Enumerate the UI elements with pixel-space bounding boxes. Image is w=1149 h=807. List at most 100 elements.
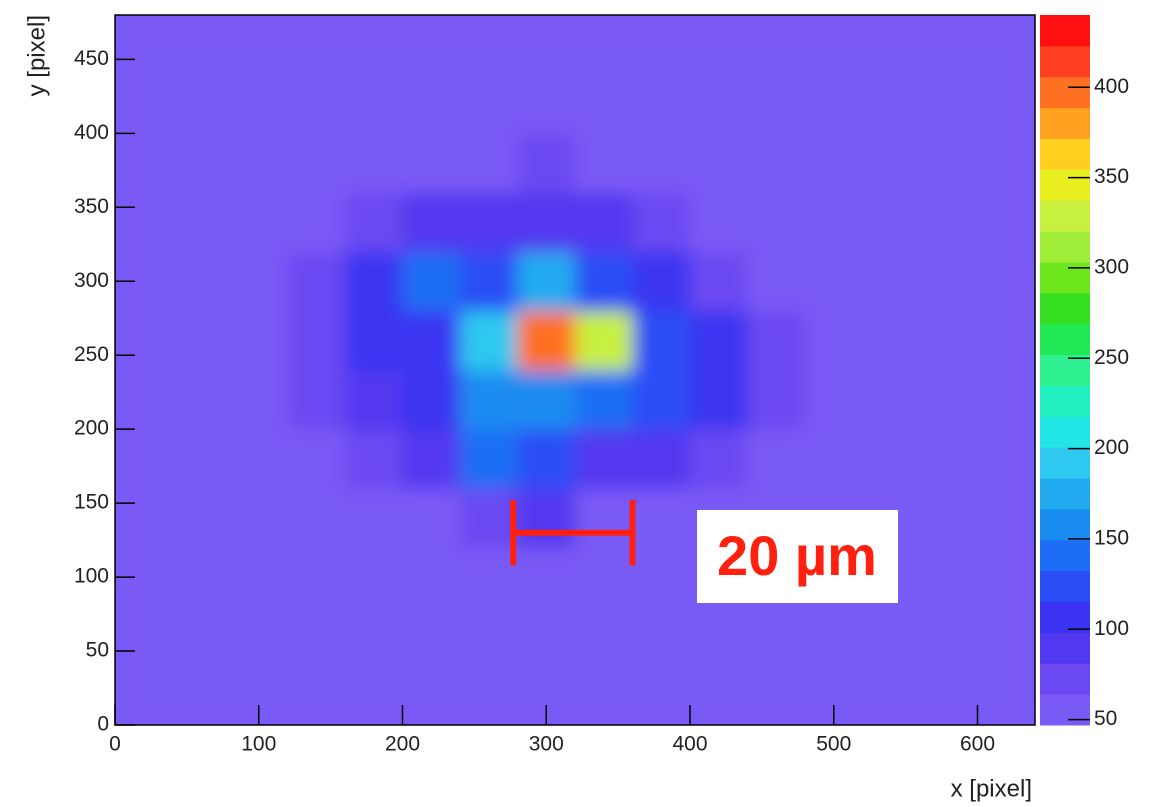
heat-cell-smooth — [862, 665, 921, 725]
heat-cell-smooth — [747, 310, 806, 371]
heat-cell-smooth — [517, 133, 576, 193]
heat-cell-smooth — [345, 192, 403, 253]
heat-cell-smooth — [517, 488, 576, 548]
heat-cell-smooth — [575, 429, 633, 489]
heat-cell-smooth — [115, 665, 173, 725]
heat-cell-smooth — [805, 310, 863, 371]
heat-cell-smooth — [690, 133, 748, 193]
heat-cell-smooth — [690, 310, 748, 371]
heat-cell-smooth — [172, 429, 231, 489]
heat-cell-smooth — [230, 488, 288, 548]
heat-cell-smooth — [172, 547, 231, 608]
heat-cell-smooth — [287, 488, 346, 548]
heat-cell-smooth — [920, 133, 978, 193]
heat-cell-smooth — [690, 192, 748, 253]
heat-cell-smooth — [287, 310, 346, 371]
heat-cell-smooth — [402, 429, 461, 489]
heat-cell-smooth — [172, 310, 231, 371]
heat-cell-smooth — [460, 15, 518, 75]
heat-cell-smooth — [920, 15, 978, 75]
heat-cell-smooth — [172, 74, 231, 134]
heat-cell-smooth — [862, 15, 921, 75]
heat-cell-smooth — [575, 606, 633, 667]
heat-cell-smooth — [460, 310, 518, 371]
heat-cell-smooth — [115, 370, 173, 430]
heat-cell-smooth — [345, 665, 403, 725]
heat-cell-smooth — [920, 310, 978, 371]
heat-cell-smooth — [402, 15, 461, 75]
heat-cell-smooth — [805, 74, 863, 134]
colorbar-band — [1040, 694, 1090, 726]
colorbar-band — [1040, 601, 1090, 633]
heat-cell-smooth — [517, 370, 576, 430]
colorbar-band — [1040, 570, 1090, 603]
heat-cell-smooth — [460, 370, 518, 430]
heat-cell-smooth — [345, 310, 403, 371]
colorbar-band — [1040, 323, 1090, 356]
x-tick-label: 500 — [816, 733, 851, 756]
z-tick-label: 350 — [1094, 165, 1129, 188]
heat-cell-smooth — [172, 665, 231, 725]
colorbar-band — [1040, 663, 1090, 695]
heat-cell-smooth — [920, 370, 978, 430]
colorbar-band — [1040, 447, 1090, 479]
heat-cell-smooth — [862, 606, 921, 667]
y-tick-label: 350 — [74, 195, 109, 218]
heat-cell-smooth — [805, 251, 863, 312]
heat-cell-smooth — [632, 310, 691, 371]
y-axis-label: y [pixel] — [23, 15, 50, 96]
y-tick-label: 400 — [74, 121, 109, 144]
heat-cell-smooth — [747, 15, 806, 75]
y-tick-label: 100 — [74, 565, 109, 588]
heat-cell-smooth — [690, 251, 748, 312]
heat-cell-smooth — [862, 133, 921, 193]
heat-cell-smooth — [172, 606, 231, 667]
heat-cell-smooth — [460, 547, 518, 608]
heat-cell-smooth — [287, 429, 346, 489]
heat-cell-smooth — [230, 310, 288, 371]
colorbar-band — [1040, 169, 1090, 201]
heat-cell-smooth — [230, 74, 288, 134]
heat-cell-smooth — [690, 665, 748, 725]
heat-cell-smooth — [862, 370, 921, 430]
heat-cell-smooth — [632, 74, 691, 134]
x-tick-label: 300 — [529, 733, 564, 756]
heat-cell-smooth — [632, 488, 691, 548]
heat-cell-smooth — [287, 665, 346, 725]
heat-cell-smooth — [747, 251, 806, 312]
heat-cell-smooth — [805, 606, 863, 667]
y-tick-label: 0 — [97, 713, 109, 736]
colorbar-band — [1040, 200, 1090, 232]
heat-cell-smooth — [575, 310, 633, 371]
y-tick-label: 150 — [74, 491, 109, 514]
heat-cell-smooth — [862, 74, 921, 134]
heat-cell-smooth — [920, 429, 978, 489]
heat-cell-smooth — [747, 370, 806, 430]
colorbar-band — [1040, 45, 1090, 78]
heat-cell-smooth — [287, 15, 346, 75]
heat-cell-smooth — [575, 15, 633, 75]
z-tick-label: 50 — [1094, 707, 1117, 730]
heat-cell-smooth — [862, 251, 921, 312]
heat-cell-smooth — [977, 488, 1035, 548]
heat-cell-smooth — [690, 74, 748, 134]
heatmap-smooth — [115, 15, 1035, 725]
heat-cell-smooth — [920, 251, 978, 312]
heat-cell-smooth — [402, 665, 461, 725]
heat-cell-smooth — [230, 15, 288, 75]
heat-cell-smooth — [517, 251, 576, 312]
heat-cell-smooth — [115, 192, 173, 253]
heat-cell-smooth — [115, 488, 173, 548]
heat-cell-smooth — [230, 606, 288, 667]
heat-cell-smooth — [287, 251, 346, 312]
heat-cell-smooth — [690, 429, 748, 489]
heat-cell-smooth — [460, 665, 518, 725]
colorbar-band — [1040, 231, 1090, 263]
heat-cell-smooth — [517, 547, 576, 608]
colorbar-band — [1040, 15, 1090, 47]
z-tick-label: 250 — [1094, 346, 1129, 369]
z-tick-label: 100 — [1094, 617, 1129, 640]
heat-cell-smooth — [632, 192, 691, 253]
heat-cell-smooth — [747, 429, 806, 489]
